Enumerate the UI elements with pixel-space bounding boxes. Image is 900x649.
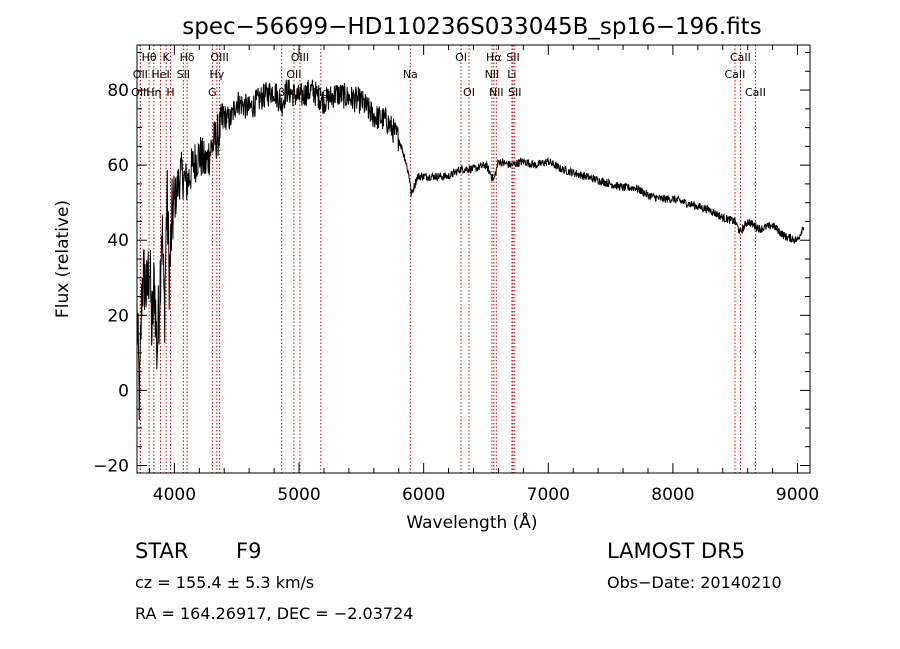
line-marker-label: HeI [151,68,169,81]
y-tick-label: 80 [107,81,129,101]
y-axis-ticks: −20 0 20 40 60 80 [93,52,810,476]
line-marker-label: Hθ [142,51,157,64]
x-tick-label: 5000 [277,485,320,505]
chart-title: spec−56699−HD110236S033045B_sp16−196.fit… [182,14,761,40]
y-tick-label: 60 [107,156,129,176]
line-marker-label: Hγ [209,68,224,81]
line-marker-label: Hη [146,86,161,99]
line-marker-label: G [208,86,217,99]
line-marker-label: SII [506,51,519,64]
y-axis-label: Flux (relative) [53,200,73,318]
spectrum-line [136,79,805,421]
x-tick-label: 4000 [153,485,196,505]
line-marker-label: CaII [730,51,751,64]
x-tick-label: 9000 [776,485,819,505]
x-tick-label: 7000 [527,485,570,505]
line-marker-label: OI [455,51,467,64]
line-marker-label: OIII [291,51,309,64]
plot-frame [136,44,811,474]
line-marker-label: OIII [210,51,228,64]
y-tick-label: 40 [107,231,129,251]
line-marker-label: CaII [745,86,766,99]
coordinates: RA = 164.26917, DEC = −2.03724 [135,604,414,623]
line-marker-label: Na [403,68,418,81]
line-marker-label: OII [133,68,148,81]
line-marker-label: CaII [725,68,746,81]
line-marker-label: OI [463,86,475,99]
x-tick-label: 8000 [651,485,694,505]
line-marker-label: H [166,86,174,99]
line-marker-label: SII [508,86,521,99]
line-marker-label: OII [286,68,301,81]
y-tick-label: 0 [118,381,129,401]
line-marker-label: NII [489,86,504,99]
line-marker-label: SII [177,68,190,81]
y-tick-label: −20 [93,456,129,476]
survey-name: LAMOST DR5 [607,539,746,563]
line-marker-label: β [278,86,285,99]
spectrum-path [136,79,805,421]
line-marker-label: Hα [486,51,502,64]
x-axis-ticks: 4000 5000 6000 7000 8000 9000 [148,45,819,505]
observation-date: Obs−Date: 20140210 [607,573,782,592]
x-tick-label: 6000 [402,485,445,505]
y-tick-label: 20 [107,306,129,326]
line-marker-label: OIII [131,86,149,99]
object-type: STAR [135,539,189,563]
line-marker-label: Hδ [180,51,195,64]
spectral-line-markers [139,45,756,473]
spectral-class: F9 [236,539,262,563]
line-marker-label: NII [485,68,500,81]
line-marker-label: K [163,51,171,64]
x-axis-label: Wavelength (Å) [406,511,537,533]
line-marker-label: Li [507,68,516,81]
redshift-velocity: cz = 155.4 ± 5.3 km/s [135,573,315,592]
